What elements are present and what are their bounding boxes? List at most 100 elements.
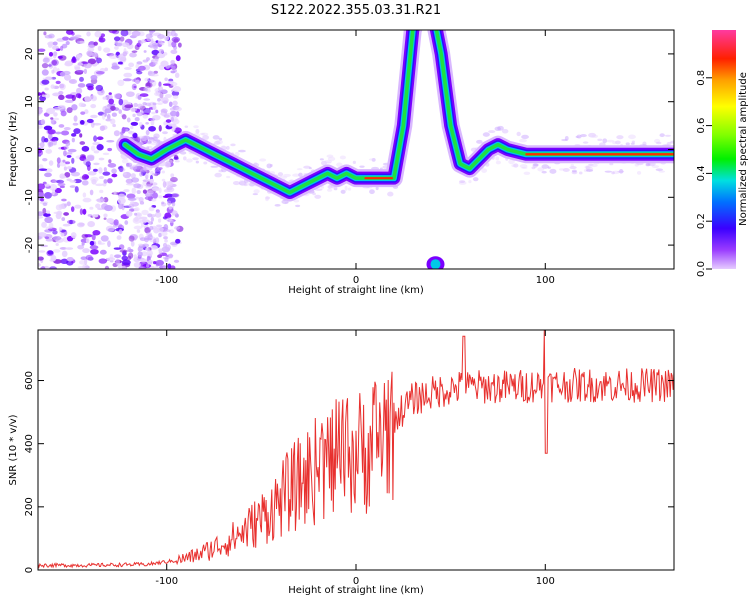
noise-speckle — [95, 183, 104, 187]
trace-halo-speckle — [292, 173, 300, 177]
noise-speckle — [136, 229, 141, 233]
noise-speckle — [79, 141, 86, 145]
noise-speckle — [94, 30, 102, 38]
noise-speckle — [90, 114, 98, 119]
noise-speckle — [121, 103, 126, 110]
noise-speckle — [148, 236, 157, 243]
trace-halo-speckle — [218, 169, 224, 173]
spectrogram-ytick-label: -10 — [24, 189, 35, 205]
noise-speckle — [163, 35, 170, 41]
noise-speckle — [76, 87, 83, 95]
noise-speckle — [145, 174, 149, 180]
noise-speckle — [145, 237, 152, 241]
noise-speckle — [48, 266, 58, 269]
trace-halo-speckle — [531, 166, 536, 170]
noise-speckle — [58, 94, 65, 101]
trace-halo-speckle — [655, 141, 662, 145]
noise-speckle — [171, 41, 177, 48]
trace-halo-speckle — [616, 135, 624, 140]
noise-speckle — [100, 33, 106, 38]
noise-speckle — [107, 147, 113, 152]
noise-speckle — [45, 148, 53, 154]
noise-speckle — [81, 180, 89, 186]
noise-speckle — [98, 258, 108, 264]
noise-speckle — [160, 231, 168, 237]
noise-speckle — [164, 239, 168, 243]
noise-speckle — [117, 197, 126, 205]
noise-speckle — [173, 259, 180, 263]
noise-speckle — [138, 197, 144, 203]
noise-speckle — [151, 42, 159, 47]
noise-speckle — [84, 109, 89, 114]
trace-halo-speckle — [468, 179, 472, 184]
noise-speckle — [142, 101, 147, 106]
noise-speckle — [41, 79, 50, 85]
snr-ytick-label: 0 — [24, 567, 35, 573]
trace-halo-speckle — [497, 125, 504, 131]
noise-speckle — [87, 221, 95, 228]
noise-speckle — [128, 203, 135, 208]
noise-speckle — [133, 262, 141, 268]
noise-speckle — [65, 41, 70, 46]
trace-halo-speckle — [541, 164, 549, 169]
noise-speckle — [72, 122, 79, 126]
noise-speckle — [77, 244, 85, 250]
trace-halo-speckle — [585, 169, 594, 172]
noise-speckle — [125, 210, 133, 217]
noise-speckle — [60, 130, 70, 136]
noise-speckle — [138, 121, 143, 127]
trace-halo-speckle — [532, 163, 539, 168]
spectrogram-ytick-label: 0 — [24, 146, 35, 152]
noise-speckle — [44, 34, 53, 39]
trace-halo-speckle — [327, 185, 333, 189]
noise-speckle — [145, 178, 151, 182]
noise-speckle — [82, 248, 90, 254]
trace-halo-speckle — [614, 140, 621, 145]
noise-speckle — [137, 243, 144, 247]
colorbar-tick-label: 0.8 — [696, 70, 707, 86]
noise-speckle — [92, 122, 102, 126]
noise-speckle — [57, 182, 66, 187]
noise-speckle — [38, 125, 43, 129]
noise-speckle — [173, 156, 179, 161]
noise-speckle — [152, 105, 157, 111]
noise-speckle — [136, 190, 141, 195]
noise-speckle — [173, 38, 179, 43]
noise-speckle — [73, 115, 78, 122]
trace-halo-speckle — [612, 141, 618, 145]
noise-speckle — [139, 171, 143, 177]
noise-speckle — [71, 31, 75, 36]
noise-speckle — [71, 57, 77, 64]
noise-speckle — [160, 108, 168, 114]
noise-speckle — [149, 79, 154, 84]
noise-speckle — [38, 232, 47, 237]
noise-speckle — [103, 167, 107, 172]
noise-speckle — [155, 109, 159, 114]
noise-speckle — [62, 223, 71, 227]
noise-speckle — [75, 93, 82, 99]
noise-speckle — [119, 249, 128, 253]
noise-speckle — [164, 212, 172, 219]
noise-speckle — [111, 65, 120, 70]
noise-speckle — [47, 129, 56, 135]
noise-speckle — [152, 102, 157, 106]
trace-halo-speckle — [630, 142, 635, 145]
noise-speckle — [135, 196, 140, 200]
trace-halo-speckle — [577, 134, 581, 138]
noise-speckle — [62, 36, 69, 41]
trace-halo-speckle — [293, 199, 300, 203]
trace-halo-speckle — [428, 21, 433, 26]
noise-speckle — [143, 98, 151, 101]
noise-speckle — [131, 50, 138, 53]
trace-halo-speckle — [121, 158, 129, 164]
noise-speckle — [66, 256, 74, 262]
noise-speckle — [150, 214, 156, 218]
noise-speckle — [125, 91, 135, 97]
snr-xtick-label: -100 — [155, 576, 178, 587]
trace-halo-speckle — [590, 163, 598, 168]
noise-speckle — [168, 206, 172, 210]
noise-speckle — [132, 132, 138, 139]
trace-halo-speckle — [636, 171, 642, 175]
noise-speckle — [82, 208, 87, 215]
